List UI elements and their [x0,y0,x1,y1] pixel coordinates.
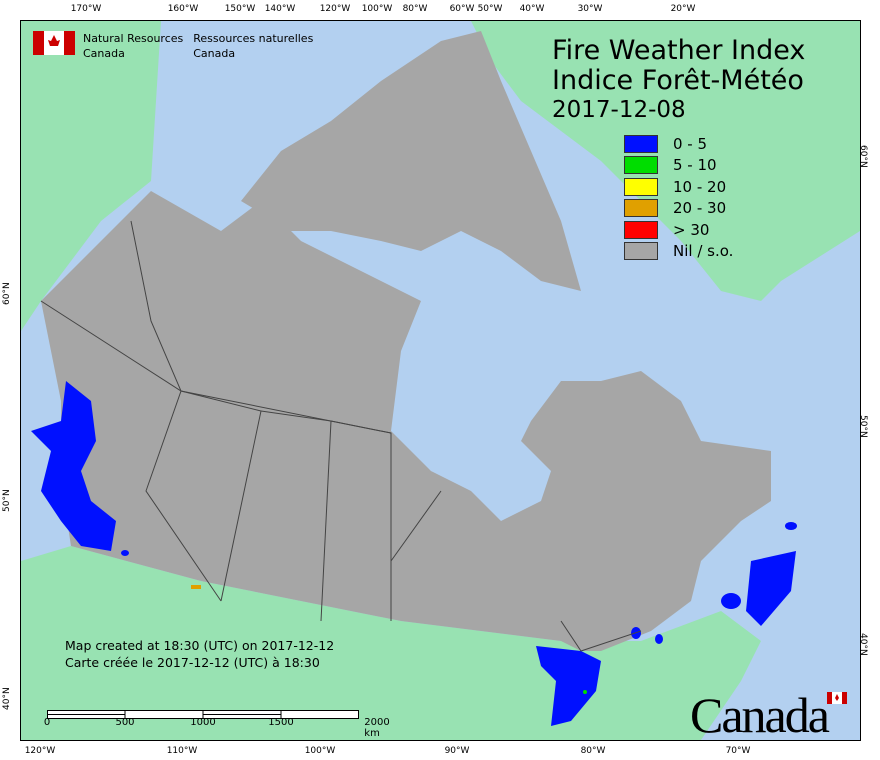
lon-tick: 80°W [402,4,428,14]
canada-flag-icon [33,31,75,55]
canada-wordmark: Canada [690,687,830,743]
lon-tick: 120°W [319,4,351,14]
legend-swatch [624,134,658,153]
province-borders [40,220,642,652]
fwi-20-30-area [191,585,201,589]
title-fr: Indice Forêt-Météo [552,65,804,96]
lat-tick: 40°N [2,687,12,710]
title-en: Fire Weather Index [552,35,806,66]
map-canvas [21,21,860,740]
creation-note-en: Map created at 18:30 (UTC) on 2017-12-12 [65,638,335,653]
legend-label: 10 - 20 [673,177,727,196]
lon-tick: 150°W [224,4,256,14]
creation-note-fr: Carte créée le 2017-12-12 (UTC) à 18:30 [65,655,320,670]
scale-bar: 0 500 1000 1500 2000 km [44,705,390,739]
legend-swatch [624,177,658,196]
legend-item: > 30 [624,219,733,241]
lon-tick: 50°W [477,4,503,14]
nrcan-signature: Natural Resources Canada Ressources natur… [33,31,313,61]
legend-label: Nil / s.o. [673,242,734,261]
hudson-bay [401,361,551,521]
fwi-5-10-area [583,690,587,694]
legend-item: 5 - 10 [624,155,733,177]
legend-label: 0 - 5 [673,134,708,153]
greenland [471,21,860,301]
agency-fr-line1: Ressources naturelles [193,32,314,45]
scale-label: 1500 [268,717,294,728]
legend-item: 20 - 30 [624,198,733,220]
legend-swatch [624,242,658,261]
alaska [21,21,161,331]
lon-tick: 100°W [304,746,336,756]
legend-swatch [624,220,658,239]
lon-tick: 80°W [580,746,606,756]
agency-en-line2: Canada [83,47,125,60]
agency-fr-line2: Canada [193,47,236,60]
lon-tick: 40°W [519,4,545,14]
lon-tick: 170°W [70,4,102,14]
scale-label: 2000 km [364,717,390,739]
legend-item: 10 - 20 [624,176,733,198]
agency-en-line1: Natural Resources [83,32,184,45]
map-date: 2017-12-08 [552,97,686,123]
legend-label: > 30 [673,220,710,239]
scale-label: 1000 [190,717,216,728]
map-frame: Natural Resources Canada Ressources natur… [20,20,861,741]
fwi-0-5-areas [31,381,797,726]
lon-tick: 110°W [166,746,198,756]
lon-tick: 120°W [24,746,56,756]
lat-tick: 60°N [858,145,868,168]
lat-tick: 50°N [858,415,868,438]
lat-tick: 40°N [858,633,868,656]
lon-tick: 20°W [670,4,696,14]
wordmark-flag-icon [827,692,847,704]
legend-label: 20 - 30 [673,199,727,218]
lon-tick: 140°W [264,4,296,14]
legend-label: 5 - 10 [673,156,717,175]
lon-tick: 30°W [577,4,603,14]
lon-tick: 70°W [725,746,751,756]
lon-tick: 160°W [167,4,199,14]
lat-tick: 50°N [2,489,12,512]
scale-bar-graphic [47,710,359,719]
legend-swatch [624,199,658,218]
creation-note: Map created at 18:30 (UTC) on 2017-12-12… [65,637,334,671]
arctic-islands [241,31,581,291]
scale-label: 0 [43,717,51,728]
legend: 0 - 5 5 - 10 10 - 20 20 - 30 > 30 Nil / … [624,133,733,262]
legend-item: 0 - 5 [624,133,733,155]
lon-tick: 90°W [444,746,470,756]
legend-item: Nil / s.o. [624,241,733,263]
legend-swatch [624,156,658,175]
lon-tick: 60°W [449,4,475,14]
scale-label: 500 [115,717,135,728]
lon-tick: 100°W [361,4,393,14]
lat-tick: 60°N [2,282,12,305]
canada-mainland [41,191,771,651]
